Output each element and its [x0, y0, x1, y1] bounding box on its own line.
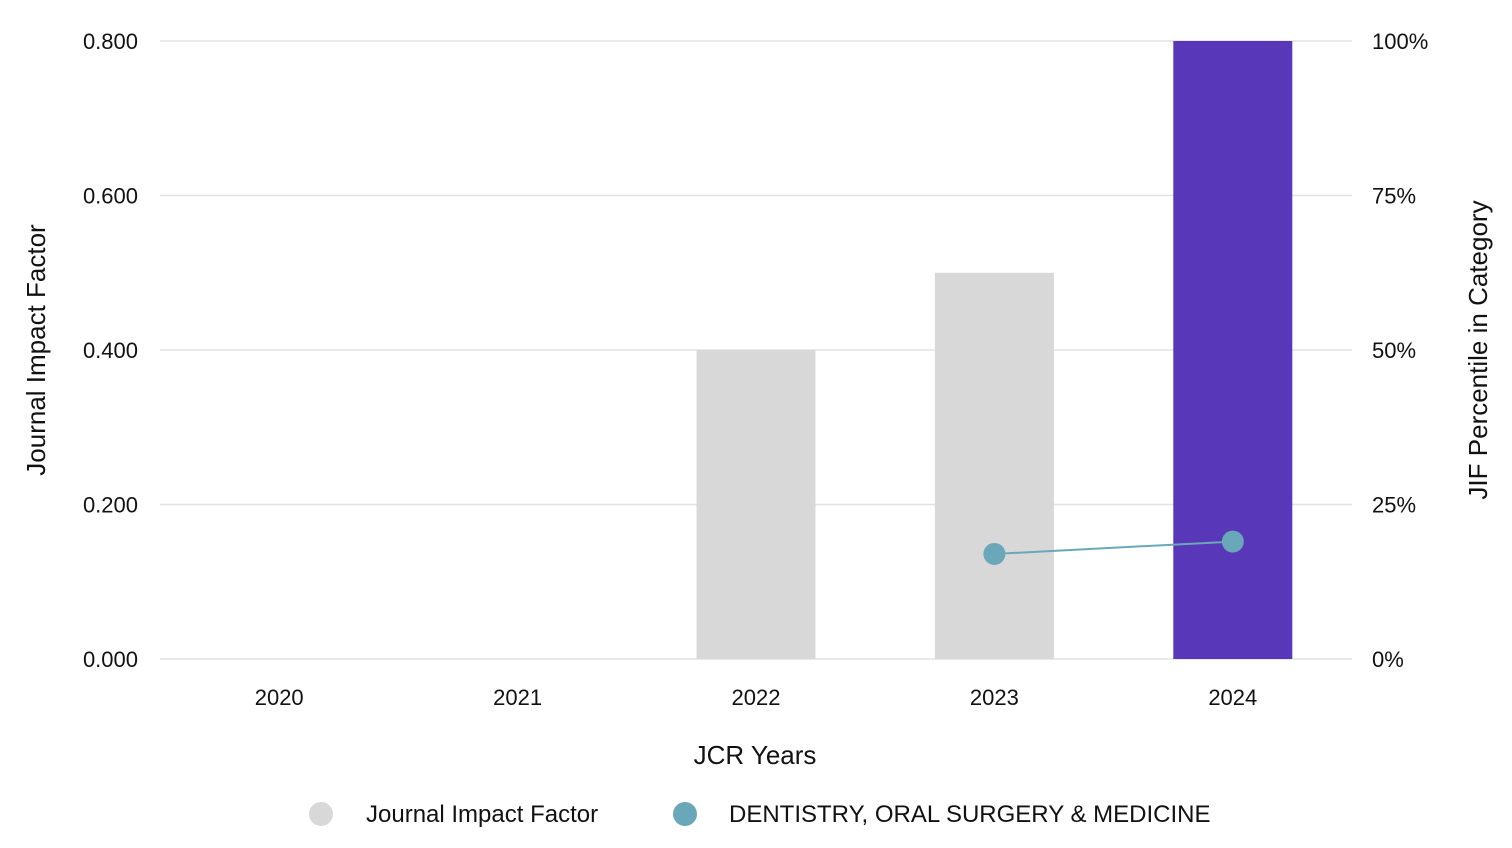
y-tick-label: 0.200 [83, 493, 138, 518]
legend-item-category[interactable]: DENTISTRY, ORAL SURGERY & MEDICINE [673, 801, 1210, 828]
y-tick-label: 0.000 [83, 647, 138, 672]
right-axis-ticks: 0% 25% 50% 75% 100% [1372, 29, 1428, 672]
x-tick-label: 2024 [1208, 685, 1257, 710]
left-axis-ticks: 0.000 0.200 0.400 0.600 0.800 [83, 29, 138, 672]
y2-axis-title: JIF Percentile in Category [1463, 200, 1493, 499]
y2-tick-label: 25% [1372, 493, 1416, 518]
series-line [994, 540, 1233, 555]
x-axis-ticks: 2020 2021 2022 2023 2024 [255, 685, 1258, 710]
x-axis-title: JCR Years [694, 740, 817, 770]
bar[interactable] [1173, 41, 1293, 659]
bar[interactable] [934, 272, 1054, 659]
y2-tick-label: 0% [1372, 647, 1404, 672]
y2-tick-label: 100% [1372, 29, 1428, 54]
percentile-series [983, 530, 1244, 565]
y-tick-label: 0.400 [83, 338, 138, 363]
legend-label-jif: Journal Impact Factor [366, 801, 598, 828]
data-point[interactable] [983, 542, 1006, 565]
y-tick-label: 0.800 [83, 29, 138, 54]
bar[interactable] [696, 350, 816, 659]
y-axis-title: Journal Impact Factor [21, 224, 51, 476]
data-point[interactable] [1221, 530, 1244, 553]
x-tick-label: 2021 [493, 685, 542, 710]
x-tick-label: 2022 [732, 685, 781, 710]
legend-swatch-jif [309, 802, 333, 826]
y2-tick-label: 50% [1372, 338, 1416, 363]
y2-tick-label: 75% [1372, 184, 1416, 209]
legend-label-category: DENTISTRY, ORAL SURGERY & MEDICINE [729, 801, 1210, 828]
legend-swatch-category [673, 802, 697, 826]
legend-item-jif[interactable]: Journal Impact Factor [309, 801, 598, 828]
bar-series [696, 41, 1293, 659]
legend: Journal Impact Factor DENTISTRY, ORAL SU… [309, 801, 1210, 828]
y-tick-label: 0.600 [83, 184, 138, 209]
x-tick-label: 2020 [255, 685, 304, 710]
x-tick-label: 2023 [970, 685, 1019, 710]
